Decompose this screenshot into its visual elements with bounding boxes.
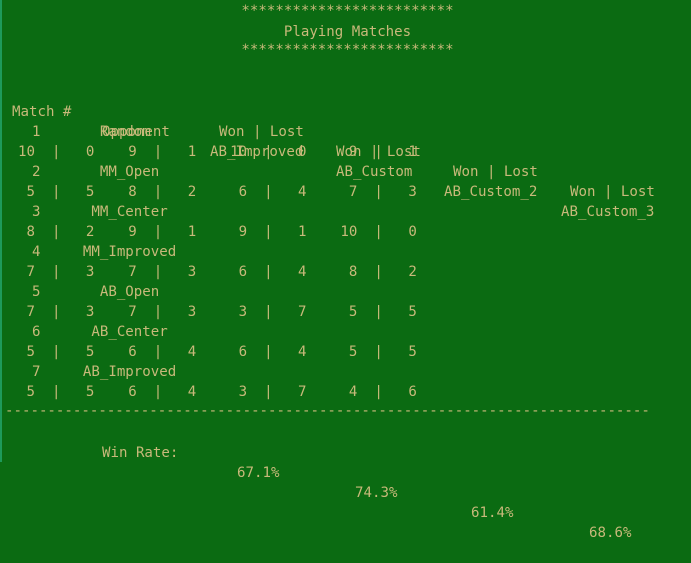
win-rate-label: Win Rate:: [102, 445, 179, 461]
match-row-values: 10 | 0 9 | 1 10 | 0 9 | 1: [18, 144, 417, 160]
subheader-ab-custom-3: Won | Lost: [570, 184, 655, 200]
subheader-ab-custom: Won | Lost: [336, 144, 421, 160]
col-header-opponent: Opponent: [102, 124, 170, 140]
subheader-ab-improved: Won | Lost: [219, 124, 304, 140]
win-rate-ab-custom-3: 68.6%: [589, 525, 632, 541]
table-header-row: Match # Opponent AB_Improved AB_Custom A…: [12, 82, 654, 220]
match-row-values: 5 | 5 8 | 2 6 | 4 7 | 3: [18, 184, 417, 200]
header-stars-top: *************************: [241, 3, 454, 19]
match-row-values: 5 | 5 6 | 4 3 | 7 4 | 6: [18, 384, 417, 400]
win-rate-ab-custom-2: 61.4%: [471, 505, 514, 521]
terminal-window[interactable]: ************************* Playing Matche…: [0, 0, 691, 541]
col-header-ab-custom: AB_Custom: [336, 164, 413, 180]
col-header-ab-custom-3: AB_Custom_3: [561, 204, 655, 220]
win-rate-ab-custom: 74.3%: [355, 485, 398, 501]
table-subheader-row: Won | Lost Won | Lost Won | Lost Won | L…: [12, 102, 655, 200]
header-stars-bottom: *************************: [241, 42, 454, 58]
match-row-opponent: 6 AB_Center: [15, 324, 168, 340]
match-row-opponent: 7 AB_Improved: [15, 364, 177, 380]
match-row-opponent: 4 MM_Improved: [15, 244, 177, 260]
match-row-values: 5 | 5 6 | 4 6 | 4 5 | 5: [18, 344, 417, 360]
page-title: Playing Matches: [283, 24, 412, 40]
subheader-ab-custom-2: Won | Lost: [453, 164, 538, 180]
col-header-ab-custom-2: AB_Custom_2: [444, 184, 538, 200]
match-row-values: 7 | 3 7 | 3 6 | 4 8 | 2: [18, 264, 417, 280]
col-header-match: Match #: [12, 104, 72, 120]
match-row-opponent: 2 MM_Open: [15, 164, 160, 180]
match-row-values: 8 | 2 9 | 1 9 | 1 10 | 0: [18, 224, 417, 240]
match-row-opponent: 1 Random: [15, 124, 151, 140]
match-row-values: 7 | 3 7 | 3 3 | 7 5 | 5: [18, 304, 417, 320]
win-rate-row: Win Rate: 67.1% 74.3% 61.4% 68.6%: [5, 423, 690, 541]
match-row-opponent: 5 AB_Open: [15, 284, 160, 300]
divider-line: ----------------------------------------…: [5, 403, 650, 419]
match-row-opponent: 3 MM_Center: [15, 204, 168, 220]
col-header-ab-improved: AB_Improved: [210, 144, 304, 160]
win-rate-ab-improved: 67.1%: [237, 465, 280, 481]
